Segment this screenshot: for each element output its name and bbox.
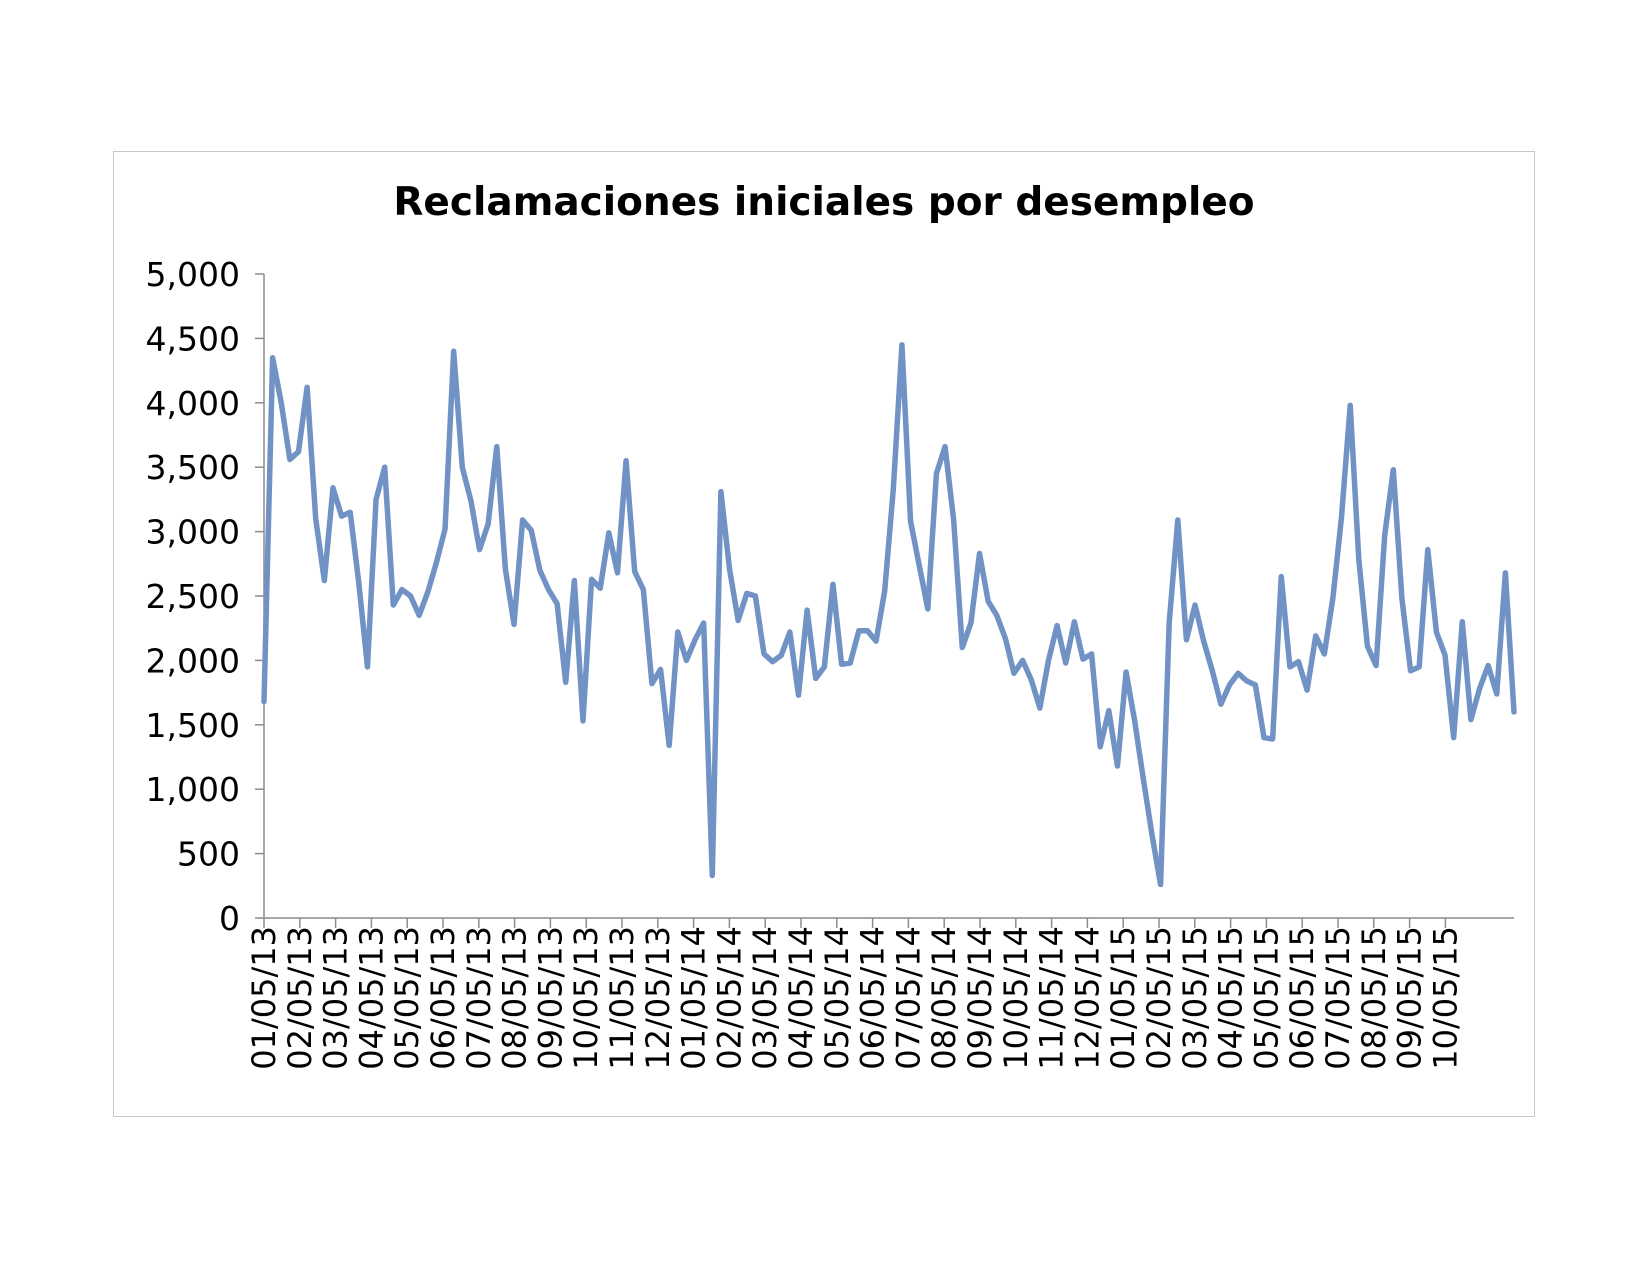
y-tick-label: 4,000	[146, 384, 240, 423]
x-tick-label: 09/05/15	[1391, 926, 1429, 1070]
x-tick-label: 09/05/13	[531, 926, 569, 1070]
y-tick-label: 1,500	[146, 706, 240, 745]
x-tick-label: 01/05/14	[675, 926, 713, 1070]
x-tick-label: 12/05/14	[1068, 926, 1106, 1070]
y-tick-label: 500	[177, 835, 240, 874]
series-group	[261, 342, 1517, 888]
x-tick-label: 02/05/14	[710, 926, 748, 1070]
x-tick-label: 10/05/14	[997, 926, 1035, 1070]
y-tick-label: 2,000	[146, 641, 240, 680]
x-tick-label: 03/05/15	[1176, 926, 1214, 1070]
y-tick-label: 2,500	[146, 577, 240, 616]
x-tick-label: 06/05/15	[1283, 926, 1321, 1070]
x-tick-label: 03/05/14	[746, 926, 784, 1070]
x-tick-label: 05/05/15	[1247, 926, 1285, 1070]
y-tick-label: 3,000	[146, 513, 240, 552]
x-tick-label: 01/05/13	[245, 926, 283, 1070]
x-tick-label: 09/05/14	[961, 926, 999, 1070]
chart-plot: 0 500 1,000 1,500 2,000 2,500 3,000 3,500 4,000 4…	[146, 255, 1517, 1070]
y-axis: 0 500 1,000 1,500 2,000 2,500 3,000 3,500 4,000 4…	[146, 255, 265, 938]
x-tick-label: 04/05/13	[352, 926, 390, 1070]
x-tick-label: 12/05/13	[639, 926, 677, 1070]
y-tick-label: 0	[219, 899, 240, 938]
x-tick-label: 03/05/13	[317, 926, 355, 1070]
x-tick-label: 02/05/15	[1140, 926, 1178, 1070]
x-tick-label: 07/05/13	[460, 926, 498, 1070]
x-tick-label: 01/05/15	[1104, 926, 1142, 1070]
x-tick-label: 02/05/13	[281, 926, 319, 1070]
x-tick-label: 10/05/15	[1426, 926, 1464, 1070]
x-tick-label: 07/05/14	[889, 926, 927, 1070]
x-tick-label: 05/05/13	[388, 926, 426, 1070]
x-tick-label: 08/05/14	[925, 926, 963, 1070]
x-tick-label: 11/05/13	[603, 926, 641, 1070]
x-tick-label: 10/05/13	[567, 926, 605, 1070]
x-tick-label: 07/05/15	[1319, 926, 1357, 1070]
y-tick-label: 1,000	[146, 770, 240, 809]
x-tick-label: 05/05/14	[818, 926, 856, 1070]
y-tick-label: 4,500	[146, 319, 240, 358]
y-tick-label: 3,500	[146, 448, 240, 487]
chart-title: Reclamaciones iniciales por desempleo	[393, 180, 1255, 225]
x-tick-label: 08/05/13	[496, 926, 534, 1070]
x-tick-label: 06/05/13	[424, 926, 462, 1070]
x-axis: 01/05/1302/05/1303/05/1304/05/1305/05/13…	[245, 917, 1514, 1070]
x-tick-label: 04/05/14	[782, 926, 820, 1070]
x-tick-label: 06/05/14	[854, 926, 892, 1070]
x-tick-label: 11/05/14	[1033, 926, 1071, 1070]
x-tick-label: 08/05/15	[1355, 926, 1393, 1070]
x-tick-label: 04/05/15	[1212, 926, 1250, 1070]
y-tick-label: 5,000	[146, 255, 240, 294]
series-line	[261, 342, 1517, 888]
